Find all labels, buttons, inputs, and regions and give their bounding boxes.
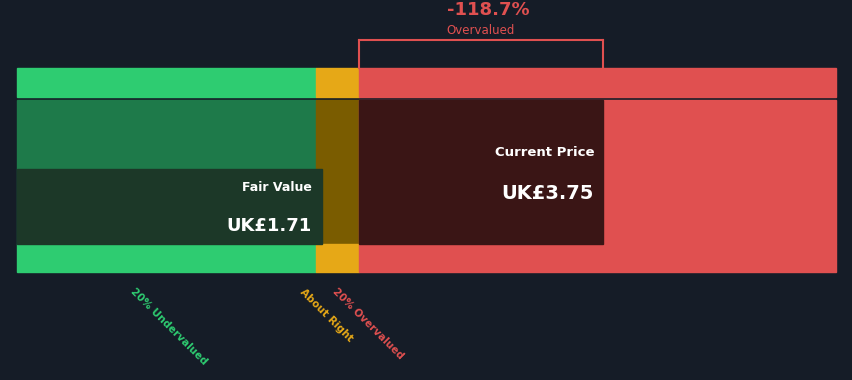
Text: Fair Value: Fair Value <box>241 181 311 194</box>
Bar <box>17 169 322 244</box>
Text: 20% Overvalued: 20% Overvalued <box>330 287 405 361</box>
Bar <box>359 68 835 97</box>
Bar <box>315 68 359 97</box>
Bar <box>17 68 315 97</box>
Text: Current Price: Current Price <box>494 146 593 159</box>
Bar <box>315 100 359 244</box>
Text: -118.7%: -118.7% <box>446 1 529 19</box>
Text: UK£1.71: UK£1.71 <box>226 217 311 235</box>
Text: UK£3.75: UK£3.75 <box>501 184 593 203</box>
Bar <box>315 244 359 272</box>
Text: About Right: About Right <box>298 287 354 343</box>
Bar <box>17 100 315 244</box>
Text: 20% Undervalued: 20% Undervalued <box>128 287 209 367</box>
Text: Overvalued: Overvalued <box>446 24 515 37</box>
Bar <box>359 100 835 244</box>
Bar <box>359 244 835 272</box>
Bar <box>17 244 315 272</box>
Bar <box>359 100 602 244</box>
